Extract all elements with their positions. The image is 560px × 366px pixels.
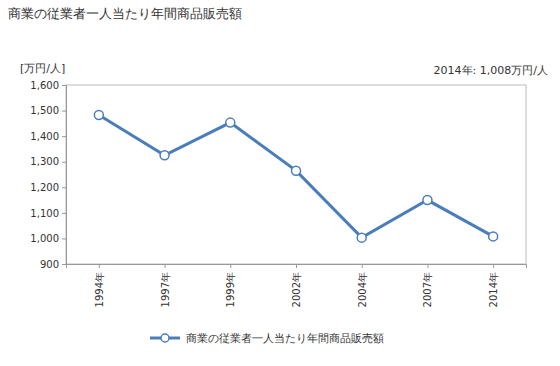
- y-tick-mark: [62, 238, 66, 239]
- y-tick-label: 1,100: [30, 208, 59, 219]
- y-label: [万円/人]: [20, 62, 65, 75]
- x-tick-label: 1994年: [94, 272, 105, 307]
- x-axis: 1994年 1997年 1999年 2002年 2004年 2007年 2014年: [67, 264, 527, 307]
- x-tick: 2014年: [488, 264, 499, 307]
- y-tick: 1,600: [30, 80, 66, 91]
- y-tick-mark: [62, 111, 66, 112]
- y-tick-label: 1,300: [30, 156, 59, 167]
- x-tick: 2002年: [291, 264, 302, 307]
- x-tick-mark: [99, 264, 100, 268]
- y-tick-label: 1,200: [30, 182, 59, 193]
- x-tick-mark: [493, 264, 494, 268]
- y-tick-mark: [62, 162, 66, 163]
- y-tick-label: 900: [40, 259, 59, 270]
- y-tick-mark: [62, 213, 66, 214]
- x-tick: 2004年: [357, 264, 368, 307]
- y-tick-mark: [62, 85, 66, 86]
- x-tick-label: 1999年: [225, 272, 236, 307]
- x-tick-label: 1997年: [160, 272, 171, 307]
- title: 商業の従業者一人当たり年間商品販売額: [8, 6, 242, 21]
- y-tick: 1,400: [30, 131, 66, 142]
- series-marker: [226, 118, 235, 127]
- y-tick-label: 1,400: [30, 131, 59, 142]
- series-marker: [423, 196, 432, 205]
- x-tick-label: 2007年: [422, 272, 433, 307]
- x-tick-label: 2002年: [291, 272, 302, 307]
- y-tick: 900: [40, 259, 66, 270]
- series-marker: [357, 233, 366, 242]
- y-tick-mark: [62, 264, 66, 265]
- x-tick-label: 2014年: [488, 272, 499, 307]
- y-tick-mark: [62, 187, 66, 188]
- series-marker: [292, 166, 301, 175]
- x-axis-line: [67, 265, 527, 269]
- x-tick-mark: [230, 264, 231, 268]
- legend: 商業の従業者一人当たり年間商品販売額: [150, 332, 384, 345]
- series-marker: [94, 110, 103, 119]
- annotation: 2014年: 1,008万円/人: [434, 64, 548, 77]
- y-axis: 900 1,000 1,100 1,200 1,300 1,400 1,500 1,600: [30, 80, 66, 270]
- x-tick-mark: [362, 264, 363, 268]
- x-tick-mark: [165, 264, 166, 268]
- x-tick-mark: [296, 264, 297, 268]
- x-tick: 1994年: [94, 264, 105, 307]
- y-tick: 1,200: [30, 182, 66, 193]
- x-tick: 1999年: [225, 264, 236, 307]
- y-tick-label: 1,000: [30, 233, 59, 244]
- x-tick-mark: [427, 264, 428, 268]
- y-tick: 1,500: [30, 105, 66, 116]
- series-line: [99, 115, 493, 238]
- chart: 商業の従業者一人当たり年間商品販売額 [万円/人] 2014年: 1,008万円/人…: [0, 0, 560, 366]
- series-marker: [489, 232, 498, 241]
- x-tick: 2007年: [422, 264, 433, 307]
- legend-marker: [161, 334, 169, 342]
- y-axis-line: [62, 86, 67, 265]
- x-tick-label: 2004年: [357, 272, 368, 307]
- plot-area: [94, 110, 497, 242]
- y-tick-mark: [62, 136, 66, 137]
- y-tick-label: 1,500: [30, 105, 59, 116]
- x-tick: 1997年: [160, 264, 171, 307]
- y-tick: 1,000: [30, 233, 66, 244]
- y-tick: 1,300: [30, 156, 66, 167]
- y-tick-label: 1,600: [30, 80, 59, 91]
- legend-label: 商業の従業者一人当たり年間商品販売額: [186, 332, 384, 345]
- y-tick: 1,100: [30, 208, 66, 219]
- plot-frame: [66, 85, 526, 264]
- series-marker: [160, 151, 169, 160]
